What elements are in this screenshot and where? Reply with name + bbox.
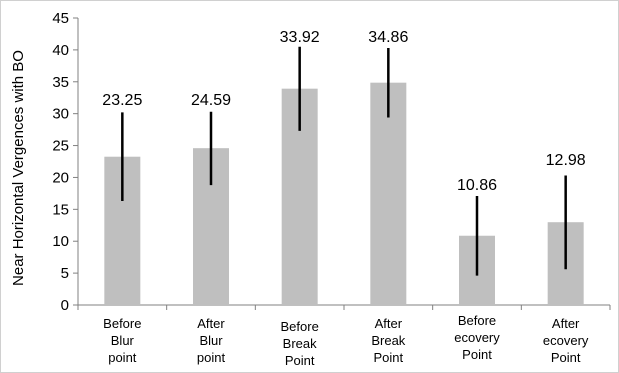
category-label-line: Point	[285, 353, 315, 368]
category-label-line: point	[108, 350, 137, 365]
data-labels: 23.25 24.59 33.92 34.86 10.86 12.98	[102, 29, 585, 194]
axes: 0 5 10 15 20 25 30 35 40 45	[52, 10, 611, 314]
y-tick-label: 30	[52, 106, 69, 123]
category-label: Before Break Point	[281, 319, 319, 368]
data-label: 12.98	[546, 152, 586, 169]
y-tick-label: 15	[52, 201, 69, 218]
category-label: After Break Point	[371, 316, 405, 365]
y-tick-label: 10	[52, 233, 69, 250]
category-label: After ecovery Point	[543, 316, 589, 365]
category-label-line: After	[375, 316, 403, 331]
category-label-line: After	[552, 316, 580, 331]
category-label-line: Before	[281, 319, 319, 334]
category-label-line: Before	[103, 316, 141, 331]
bar	[370, 82, 407, 305]
y-tick-label: 0	[61, 297, 69, 314]
category-label-line: Blur	[199, 333, 223, 348]
category-label-line: Before	[458, 313, 496, 328]
y-tick-label: 5	[61, 265, 69, 282]
category-label: Before Blur point	[103, 316, 141, 365]
category-label-line: Point	[374, 350, 404, 365]
data-label: 23.25	[102, 92, 142, 109]
category-label-line: Break	[283, 336, 317, 351]
y-tick-label: 45	[52, 10, 69, 27]
category-label-line: Point	[462, 347, 492, 362]
category-label: After Blur point	[197, 316, 226, 365]
error-bars	[121, 46, 567, 276]
y-tick-label: 40	[52, 42, 69, 59]
y-tick-label: 25	[52, 138, 69, 155]
category-label-line: Break	[371, 333, 405, 348]
category-label-line: ecovery	[543, 333, 589, 348]
y-axis-label: Near Horizontal Vergences with BO	[10, 50, 27, 286]
category-label-line: ecovery	[454, 330, 500, 345]
category-label-line: point	[197, 350, 226, 365]
data-label: 24.59	[191, 92, 231, 109]
y-tick-label: 20	[52, 169, 69, 186]
category-label-line: Blur	[111, 333, 135, 348]
data-label: 10.86	[457, 177, 497, 194]
category-label-line: After	[197, 316, 225, 331]
category-labels: Before Blur point After Blur point Before Break…	[103, 313, 589, 368]
category-label-line: Point	[551, 350, 581, 365]
category-label: Before ecovery Point	[454, 313, 500, 362]
data-label: 34.86	[368, 29, 408, 46]
data-label: 33.92	[280, 29, 320, 46]
y-tick-label: 35	[52, 74, 69, 91]
